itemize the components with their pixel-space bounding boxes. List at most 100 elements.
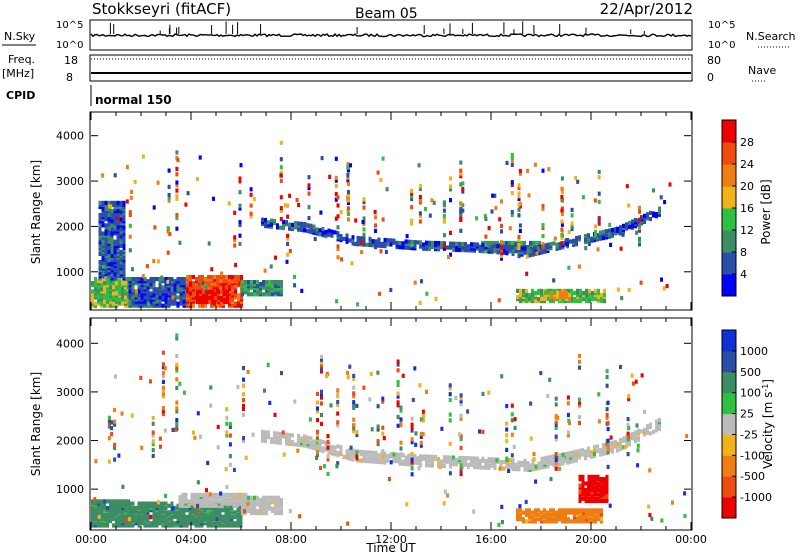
power-cell <box>244 290 247 295</box>
velocity-cell <box>502 459 506 465</box>
velocity-cell <box>277 508 280 513</box>
power-cell <box>210 267 214 272</box>
velocity-cell <box>285 434 288 439</box>
velocity-cell <box>326 457 330 462</box>
power-cell <box>196 177 199 182</box>
velocity-cell <box>274 502 277 507</box>
power-cell <box>410 196 414 202</box>
velocity-cell <box>597 517 600 522</box>
velocity-cell <box>121 523 124 528</box>
power-cell <box>238 206 242 211</box>
power-cell <box>107 200 111 205</box>
velocity-cell <box>236 505 240 511</box>
velocity-cell <box>602 492 606 497</box>
velocity-cell <box>362 452 366 457</box>
power-cell <box>442 214 446 219</box>
velocity-cell <box>566 460 569 465</box>
power-cell <box>149 291 153 296</box>
velocity-cell <box>197 521 201 526</box>
velocity-cell <box>194 519 198 524</box>
power-cell <box>516 294 519 300</box>
velocity-cell <box>431 459 434 464</box>
velocity-cell <box>411 397 415 403</box>
velocity-cell <box>584 494 588 499</box>
power-cell <box>570 226 574 232</box>
power-cell <box>487 247 491 252</box>
velocity-cell <box>175 406 179 411</box>
power-cell <box>102 264 106 269</box>
power-cell <box>103 293 106 298</box>
velocity-cell <box>484 463 488 468</box>
power-cell <box>541 223 545 228</box>
velocity-cell <box>413 458 417 463</box>
velocity-cell <box>271 497 274 503</box>
velocity-cell <box>146 523 150 528</box>
velocity-cell <box>590 481 594 486</box>
velocity-cell <box>124 505 127 511</box>
ytick-label: 4000 <box>56 337 84 350</box>
velocity-cell <box>440 459 443 464</box>
velocity-cell <box>476 456 479 461</box>
velocity-cell <box>566 456 569 461</box>
velocity-cell <box>197 501 201 506</box>
velocity-cell <box>181 495 185 500</box>
velocity-cell <box>517 467 521 472</box>
velocity-cell <box>348 447 352 452</box>
power-cell <box>560 190 564 195</box>
velocity-cell <box>554 402 558 407</box>
xtick-label: 08:00 <box>275 533 307 546</box>
velocity-cell <box>214 495 218 500</box>
colorbar-tick-label: -500 <box>740 470 765 483</box>
power-cell <box>386 238 390 243</box>
nave-tick-high: 80 <box>707 54 721 67</box>
velocity-cell <box>543 456 547 461</box>
velocity-cell <box>510 403 514 408</box>
velocity-cell <box>151 433 155 438</box>
velocity-cell <box>253 502 256 507</box>
velocity-cell <box>106 519 109 524</box>
velocity-cell <box>419 454 422 459</box>
velocity-cell <box>320 413 323 418</box>
velocity-cell <box>554 460 558 465</box>
velocity-cell <box>179 519 183 524</box>
velocity-cell <box>158 521 162 526</box>
power-cell <box>119 243 123 248</box>
power-cell <box>128 212 132 217</box>
power-cell <box>496 240 499 246</box>
velocity-cell <box>227 505 231 511</box>
power-cell <box>265 280 268 285</box>
power-cell <box>347 192 350 197</box>
power-cell <box>261 217 264 222</box>
power-cell <box>600 292 603 298</box>
power-cell <box>199 295 202 300</box>
velocity-cell <box>91 505 94 511</box>
velocity-cell <box>369 371 373 376</box>
velocity-cell <box>280 502 283 507</box>
velocity-cell <box>182 523 186 528</box>
power-cell <box>156 180 160 185</box>
velocity-cell <box>552 454 556 459</box>
velocity-cell <box>365 459 369 464</box>
velocity-cell <box>175 400 179 405</box>
power-cell <box>195 277 198 282</box>
power-cell <box>404 245 408 250</box>
velocity-cell <box>170 510 174 515</box>
velocity-cell <box>250 500 253 505</box>
velocity-cell <box>176 503 180 508</box>
power-cell <box>537 297 540 302</box>
velocity-cell <box>161 374 165 379</box>
power-cell <box>110 233 114 238</box>
velocity-cell <box>561 452 565 457</box>
velocity-cell <box>118 510 121 515</box>
velocity-cell <box>134 510 138 515</box>
power-cell <box>379 177 383 182</box>
velocity-cell <box>107 424 111 429</box>
velocity-cell <box>118 505 121 511</box>
velocity-cell <box>564 512 567 517</box>
velocity-cell <box>448 397 452 403</box>
velocity-cell <box>395 459 399 464</box>
velocity-cell <box>513 417 517 422</box>
power-cell <box>119 217 123 222</box>
power-cell <box>410 243 414 248</box>
power-cell <box>449 230 452 235</box>
